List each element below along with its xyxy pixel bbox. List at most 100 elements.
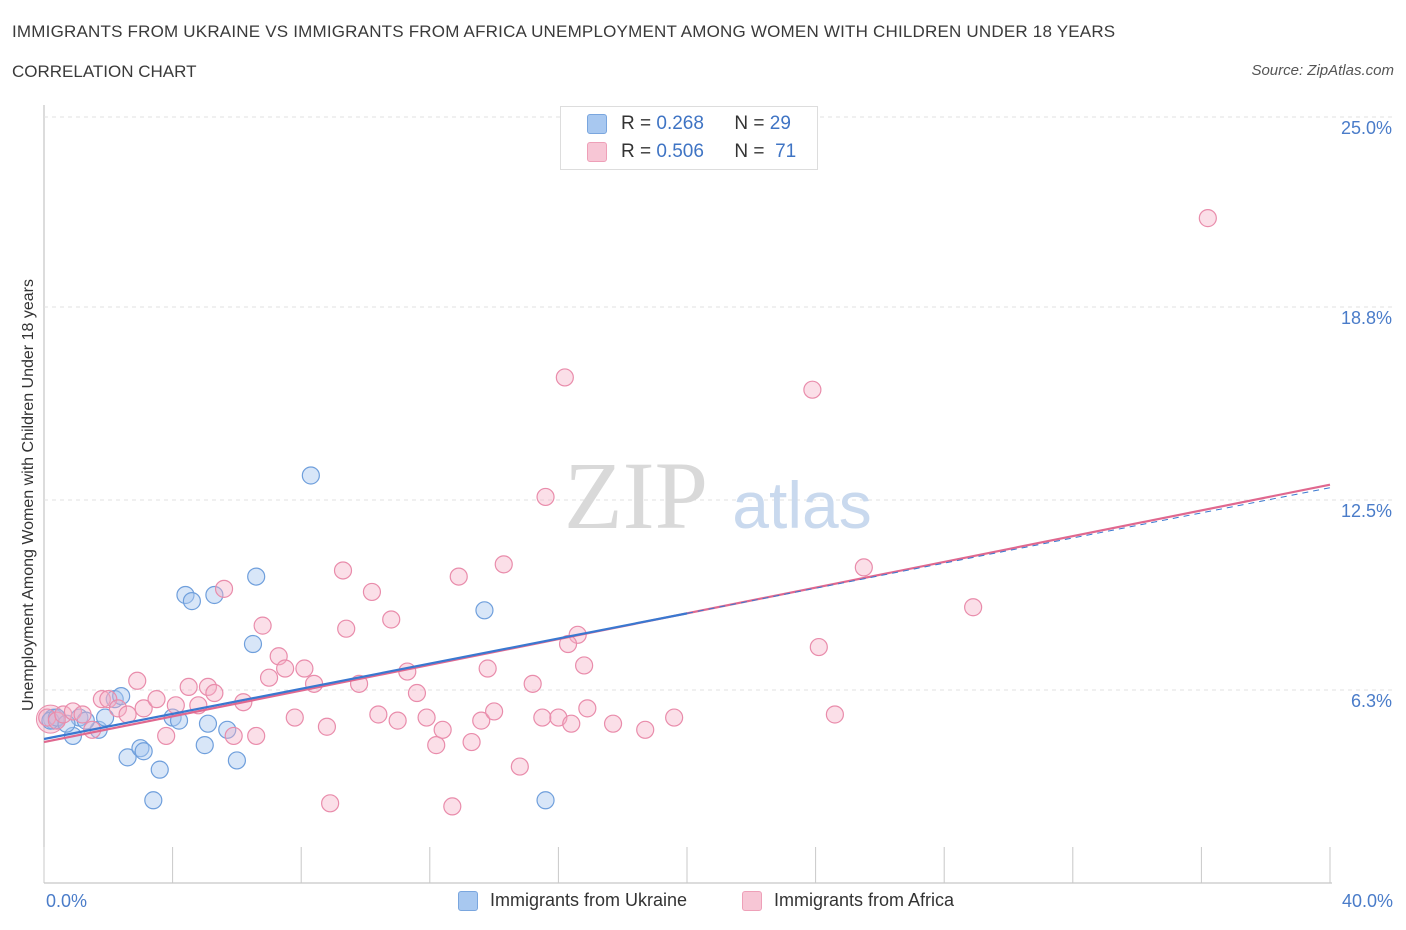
ukraine-point [134,742,153,761]
africa-point [1198,209,1217,228]
africa-point [555,368,574,387]
africa-point [462,732,481,752]
x-tick-min: 0.0% [46,891,88,911]
bottom-ukraine-swatch [458,890,478,911]
africa-point [134,699,153,718]
africa-point [388,711,407,730]
africa-point [321,794,340,813]
ukraine-trend-line [43,612,688,741]
africa-point [575,656,594,675]
africa-n-value: 71 [775,141,797,162]
ukraine-swatch [587,114,607,134]
africa-point [108,699,128,718]
ukraine-point [301,466,320,485]
africa-point [485,702,504,721]
ukraine-point [247,567,266,586]
bottom-legend-africa: Immigrants from Africa [742,890,954,911]
africa-point [578,699,597,718]
y-tick-label: 12.5% [1341,501,1392,521]
africa-point [205,683,224,703]
africa-point [536,487,555,507]
africa-point [382,610,401,629]
africa-point [259,668,279,687]
africa-point [472,711,491,730]
africa-point [99,690,118,709]
bottom-ukraine-label: Immigrants from Ukraine [490,890,688,910]
africa-point [92,690,111,709]
africa-point [523,674,542,693]
africa-point [362,582,382,602]
africa-point [73,705,92,724]
africa-r-label: R = [621,141,652,162]
africa-point [276,659,295,678]
y-tick-label: 25.0% [1341,118,1392,138]
ukraine-n-value: 29 [769,113,791,134]
legend-row-africa: R = 0.506 N = 71 [587,140,796,164]
africa-point [285,708,304,727]
ukraine-point [475,601,494,620]
ukraine-r-value: 0.268 [656,113,704,134]
africa-r-value: 0.506 [656,141,704,162]
africa-point [825,705,844,724]
bottom-legend-ukraine: Immigrants from Ukraine [458,890,687,911]
y-tick-label: 6.3% [1351,691,1392,711]
y-axis-label: Unemployment Among Women with Children U… [20,279,37,711]
watermark-atlas: atlas [732,468,871,542]
ukraine-point [243,634,263,654]
ukraine-point [118,748,137,767]
source-label: Source: ZipAtlas.com [1251,62,1394,79]
africa-point [964,598,983,617]
africa-point [665,708,684,727]
ukraine-point [150,760,169,779]
africa-point [128,671,147,690]
watermark-zip: ZIP [564,442,708,549]
africa-point [433,720,452,739]
africa-point [295,659,314,678]
africa-point [157,726,176,746]
africa-point [510,757,529,776]
africa-point [369,705,388,724]
ukraine-point [131,739,150,758]
ukraine-n-label: N = [734,113,765,134]
africa-point [147,690,166,709]
bottom-africa-swatch [742,890,762,911]
x-tick-max: 40.0% [1341,891,1393,911]
africa-point [443,797,462,816]
africa-swatch [587,142,607,162]
legend-row-ukraine: R = 0.268 N = 29 [587,112,791,136]
africa-point [636,720,655,739]
africa-point [224,726,243,746]
ukraine-r-label: R = [621,113,652,134]
africa-point [214,579,234,598]
africa-point [179,677,198,697]
africa-point [427,736,446,755]
ukraine-point [536,791,555,810]
africa-point [317,717,337,736]
africa-n-label: N = [734,141,765,162]
africa-point [803,380,822,399]
africa-point [449,567,468,586]
africa-point [333,561,353,580]
y-tick-label: 18.8% [1341,308,1392,328]
chart-subtitle: CORRELATION CHART [12,62,197,81]
africa-point [247,726,266,746]
africa-point [407,683,427,703]
africa-point [603,714,623,733]
africa-point [809,637,828,657]
africa-point [478,659,497,678]
africa-point [337,619,356,638]
chart-title: IMMIGRANTS FROM UKRAINE VS IMMIGRANTS FR… [12,22,1116,41]
africa-point [253,616,272,635]
ukraine-point [205,585,224,605]
africa-point [533,708,552,727]
africa-point [854,558,873,577]
ukraine-point [144,791,163,810]
ukraine-point [227,751,246,770]
africa-point [417,708,436,727]
africa-point [562,714,581,733]
bottom-africa-label: Immigrants from Africa [774,890,955,910]
africa-point [494,555,513,574]
ukraine-point [182,592,201,611]
correlation-legend: R = 0.268 N = 29 R = 0.506 N = 71 [560,106,818,170]
